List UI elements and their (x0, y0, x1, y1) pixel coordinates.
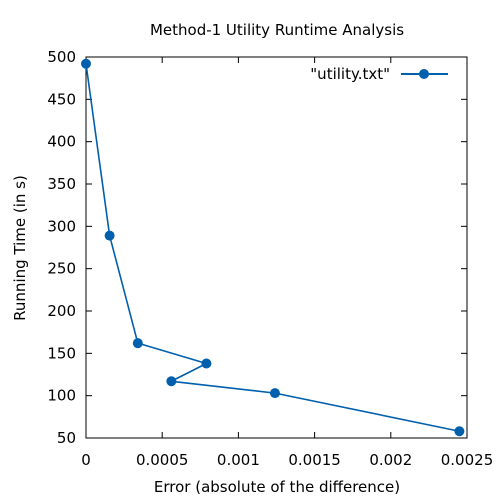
plot-frame (85, 56, 468, 439)
y-tick-label: 100 (47, 387, 76, 405)
y-tick-label: 50 (57, 429, 76, 447)
y-axis-label: Running Time (in s) (11, 175, 29, 321)
x-tick-label: 0.0025 (441, 451, 494, 469)
x-tick-label: 0.0005 (136, 451, 189, 469)
legend-label: "utility.txt" (310, 65, 390, 83)
chart-title: Method-1 Utility Runtime Analysis (150, 21, 404, 39)
x-tick-label: 0.001 (217, 451, 260, 469)
y-tick-label: 350 (47, 175, 76, 193)
legend: "utility.txt" (310, 65, 448, 83)
y-axis: 50 100 150 200 250 300 350 400 450 500 (47, 48, 467, 447)
x-axis-label: Error (absolute of the difference) (154, 478, 400, 496)
legend-marker (419, 69, 429, 79)
data-point (104, 230, 115, 241)
data-point (132, 338, 143, 349)
y-tick-label: 200 (47, 302, 76, 320)
y-tick-label: 450 (47, 90, 76, 108)
data-point (81, 58, 91, 69)
data-point (201, 358, 212, 369)
y-tick-label: 250 (47, 260, 76, 278)
data-point (269, 388, 280, 399)
data-point (166, 376, 177, 387)
x-tick-label: 0.0015 (288, 451, 341, 469)
data-point (454, 426, 465, 437)
x-axis: 0 0.0005 0.001 0.0015 0.002 0.0025 (81, 57, 493, 469)
series-layer (81, 58, 465, 437)
y-tick-label: 500 (47, 48, 76, 66)
x-tick-label: 0 (81, 451, 91, 469)
x-tick-label: 0.002 (369, 451, 412, 469)
y-tick-label: 150 (47, 344, 76, 362)
y-tick-label: 400 (47, 133, 76, 151)
y-tick-label: 300 (47, 217, 76, 235)
